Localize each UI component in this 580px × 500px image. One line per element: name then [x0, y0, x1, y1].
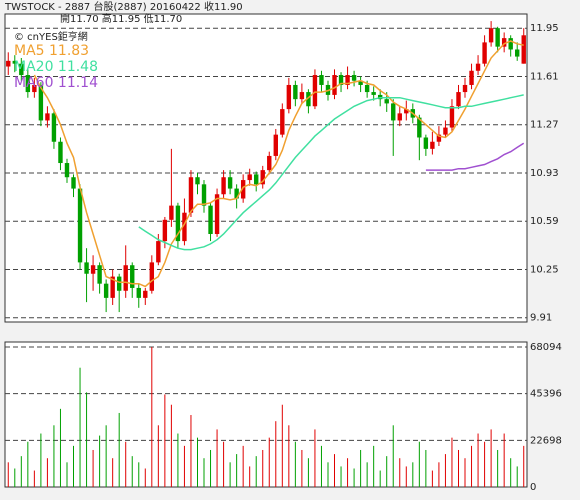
- candle-body: [188, 177, 194, 213]
- legend-entry: MA60 11.14: [14, 75, 98, 91]
- candle-body: [19, 63, 24, 76]
- candle-body: [71, 177, 76, 189]
- candle-body: [182, 212, 187, 242]
- legend-entry: MA20 11.48: [14, 59, 98, 75]
- candle-body: [103, 283, 109, 298]
- candle-body: [332, 75, 337, 95]
- candle-body: [201, 184, 207, 206]
- candle-body: [306, 92, 311, 107]
- y-tick-label: 22698: [530, 435, 562, 446]
- candle-body: [64, 163, 70, 178]
- header-line2: 開11.70 高11.95 低11.70: [60, 12, 182, 25]
- candle-body: [162, 219, 168, 242]
- candle-body: [136, 287, 141, 298]
- candle-body: [110, 276, 115, 298]
- y-tick-label: 0: [530, 482, 536, 493]
- y-tick-label: 11.95: [530, 23, 559, 34]
- ma-line: [138, 94, 524, 251]
- candle-body: [38, 84, 44, 121]
- candle-body: [254, 174, 259, 185]
- candle-body: [508, 38, 513, 50]
- candle-body: [240, 180, 246, 199]
- candle-body: [45, 113, 50, 121]
- candle-body: [404, 109, 409, 114]
- candle-body: [515, 49, 520, 57]
- candle-body: [371, 92, 376, 95]
- candle-body: [319, 75, 324, 85]
- candle-body: [462, 84, 468, 93]
- source-label: © cnYES鉅亨網: [14, 30, 88, 43]
- candle-body: [175, 205, 181, 242]
- y-tick-label: 11.61: [530, 71, 559, 82]
- candle-body: [130, 265, 135, 288]
- y-tick-label: 45396: [530, 389, 562, 400]
- y-tick-label: 10.93: [530, 168, 559, 179]
- candle-body: [123, 265, 128, 291]
- candle-body: [208, 205, 213, 234]
- candle-body: [12, 60, 17, 64]
- candle-body: [501, 38, 507, 47]
- candle-body: [430, 141, 435, 149]
- candle-body: [436, 134, 442, 142]
- candle-body: [521, 35, 526, 64]
- ma-line: [33, 40, 524, 288]
- candle-body: [338, 75, 344, 85]
- legend-entry: MA5 11.83: [14, 43, 89, 59]
- candle-body: [97, 265, 102, 284]
- candle-body: [77, 188, 83, 263]
- candle-body: [143, 290, 148, 298]
- y-tick-label: 10.59: [530, 216, 559, 227]
- candle-body: [169, 205, 174, 220]
- candle-body: [234, 188, 239, 199]
- candle-body: [149, 262, 155, 291]
- candle-body: [358, 80, 363, 85]
- ma-line: [425, 142, 525, 171]
- candle-body: [273, 134, 278, 156]
- candle-body: [58, 141, 63, 164]
- candle-body: [351, 75, 357, 81]
- candle-body: [32, 84, 37, 93]
- candle-body: [25, 75, 31, 93]
- candle-body: [260, 170, 265, 185]
- candle-body: [267, 155, 272, 171]
- candle-body: [286, 84, 292, 110]
- candle-body: [299, 92, 305, 100]
- candle-body: [475, 63, 481, 71]
- candle-body: [6, 60, 11, 67]
- candle-body: [293, 84, 298, 100]
- candle-body: [221, 177, 226, 195]
- candle-body: [280, 109, 285, 135]
- candle-body: [364, 84, 370, 93]
- candle-body: [195, 177, 200, 185]
- candle-body: [456, 92, 461, 107]
- candle-body: [488, 28, 494, 43]
- candle-body: [423, 137, 429, 149]
- candle-body: [247, 174, 252, 181]
- candle-body: [469, 70, 474, 85]
- candle-body: [90, 265, 96, 274]
- y-tick-label: 9.91: [530, 313, 552, 324]
- candle-body: [345, 75, 350, 85]
- header-line1: TWSTOCK - 2887 台股(2887) 20160422 收11.90: [4, 0, 243, 13]
- y-tick-label: 11.27: [530, 120, 559, 131]
- candle-body: [214, 194, 220, 234]
- candle-body: [84, 262, 89, 274]
- volume-panel: [4, 341, 528, 488]
- candle-body: [384, 99, 389, 104]
- candle-body: [391, 103, 396, 121]
- candle-body: [156, 241, 161, 263]
- candle-body: [449, 106, 455, 128]
- candle-body: [51, 113, 57, 142]
- candle-body: [443, 127, 448, 135]
- candle-body: [312, 75, 318, 107]
- candle-body: [397, 113, 402, 121]
- candle-body: [227, 177, 233, 189]
- y-tick-label: 68094: [530, 342, 562, 353]
- y-tick-label: 10.25: [530, 264, 559, 275]
- candle-body: [116, 276, 122, 291]
- candle-body: [482, 42, 487, 64]
- candle-body: [417, 117, 422, 138]
- candle-body: [495, 28, 500, 47]
